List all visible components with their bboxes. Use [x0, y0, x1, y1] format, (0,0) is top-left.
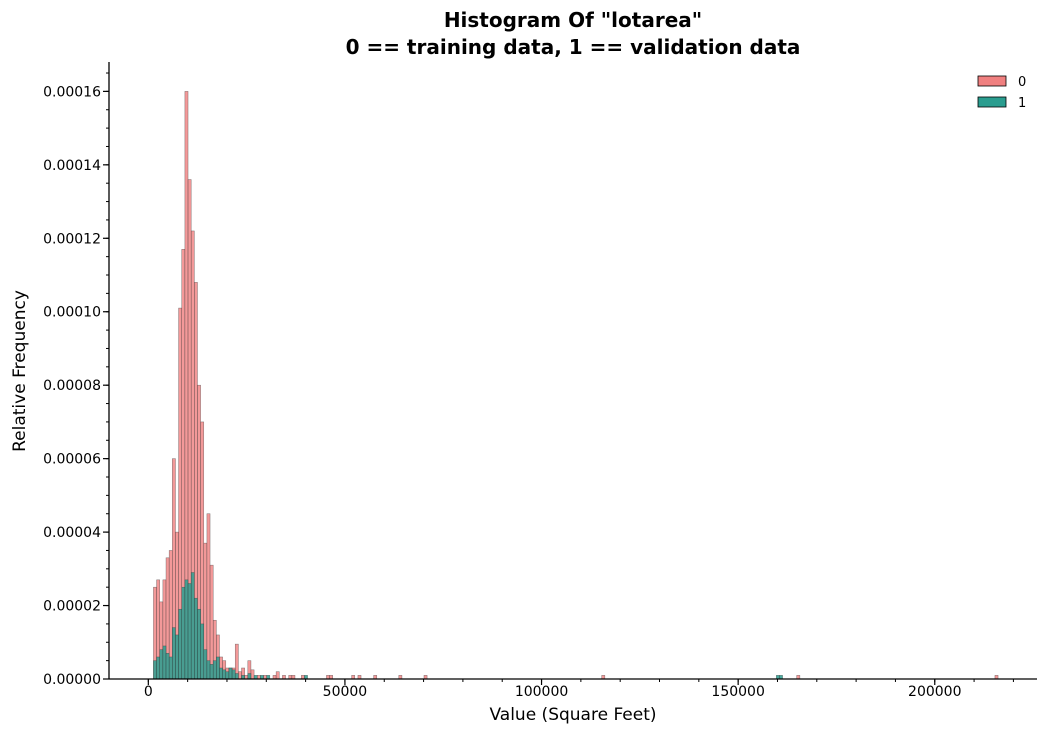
bar-series-1 [212, 660, 217, 680]
bar-series-1 [203, 649, 208, 680]
bar-series-0 [275, 671, 280, 680]
y-tick-label: 0.00010 [43, 305, 101, 321]
bar-series-0 [238, 671, 242, 680]
bar-series-1 [231, 669, 236, 680]
y-tick-label: 0.00014 [43, 158, 101, 174]
bar-series-1 [168, 656, 173, 680]
x-tick-label: 150000 [711, 684, 764, 700]
y-tick-label: 0.00000 [43, 672, 101, 688]
bar-series-1 [228, 667, 233, 680]
bar-series-1 [234, 673, 239, 680]
bar-series-1 [159, 649, 164, 680]
y-axis-label: Relative Frequency [10, 290, 30, 452]
bars-layer [153, 91, 999, 680]
bar-series-1 [156, 656, 160, 680]
legend-swatch-0 [977, 75, 1007, 87]
bar-series-0 [250, 669, 255, 680]
bar-series-1 [175, 634, 179, 680]
legend-label-1: 1 [1018, 96, 1026, 111]
bar-series-1 [222, 669, 227, 680]
bar-series-1 [209, 664, 214, 680]
bar-series-1 [190, 572, 195, 680]
x-tick-label: 50000 [323, 684, 368, 700]
y-tick-label: 0.00002 [43, 599, 101, 615]
bar-series-1 [194, 597, 198, 680]
bar-series-1 [200, 623, 205, 680]
y-tick-label: 0.00006 [43, 452, 101, 468]
chart-title-line1: Histogram Of "lotarea" [444, 8, 702, 32]
x-tick-label: 100000 [515, 684, 568, 700]
x-tick-label: 0 [144, 684, 153, 700]
y-tick-label: 0.00008 [43, 378, 101, 394]
bar-series-1 [225, 671, 230, 680]
axes-layer: 0.00000 0.00002 0.00004 0.00006 0.00008 0.000… [43, 62, 1037, 700]
bar-series-1 [219, 667, 223, 680]
bar-series-1 [162, 645, 167, 680]
y-tick-label: 0.00016 [43, 84, 101, 100]
legend: 0 1 [977, 75, 1026, 111]
bar-series-1 [165, 653, 170, 680]
bar-series-1 [153, 660, 157, 680]
x-axis-label: Value (Square Feet) [489, 705, 656, 725]
bar-series-1 [206, 660, 211, 680]
y-tick-label: 0.00012 [43, 231, 101, 247]
bar-series-1 [197, 608, 201, 680]
bar-series-0 [206, 513, 211, 680]
chart-title-line2: 0 == training data, 1 == validation data [346, 35, 801, 59]
legend-swatch-1 [977, 96, 1007, 108]
bar-series-1 [178, 608, 182, 680]
y-tick-label: 0.00004 [43, 525, 101, 541]
bar-series-1 [184, 579, 189, 680]
bar-series-1 [247, 673, 252, 680]
bar-series-1 [172, 627, 176, 680]
bar-series-1 [216, 656, 220, 680]
bar-series-1 [187, 583, 192, 680]
legend-label-0: 0 [1018, 75, 1026, 90]
x-tick-label: 200000 [908, 684, 961, 700]
bar-series-0 [209, 564, 214, 680]
bar-series-1 [181, 586, 186, 680]
